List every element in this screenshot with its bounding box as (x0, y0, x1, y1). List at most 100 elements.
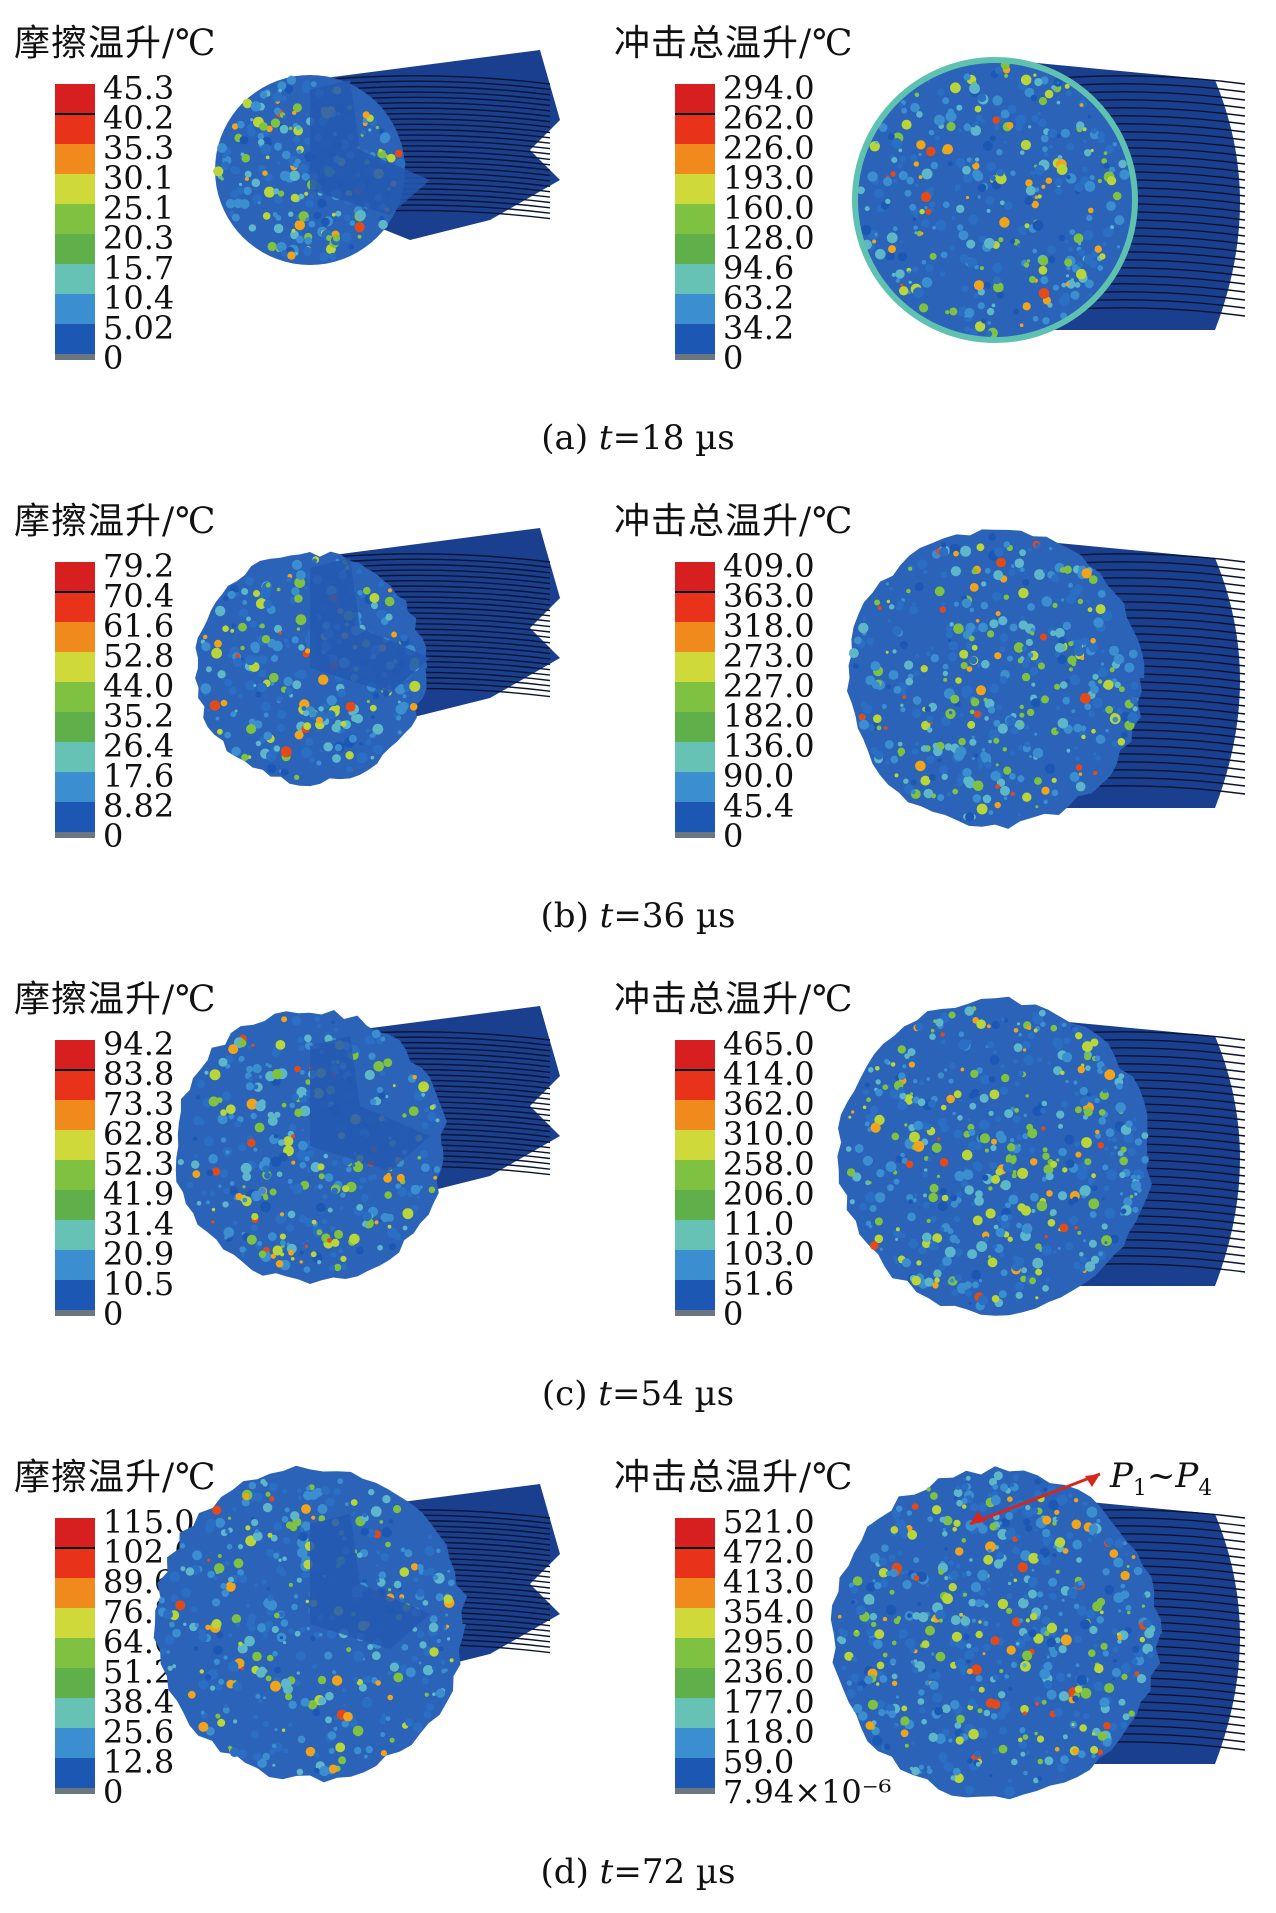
temperature-speckle (289, 1102, 295, 1109)
temperature-speckle (282, 115, 287, 119)
temperature-speckle (250, 101, 262, 112)
temperature-speckle (1059, 681, 1068, 689)
temperature-speckle (886, 599, 891, 604)
temperature-speckle (965, 1785, 974, 1795)
temperature-speckle (331, 212, 336, 217)
temperature-speckle (211, 1619, 222, 1629)
temperature-speckle (217, 670, 226, 679)
temperature-speckle (1039, 633, 1048, 641)
temperature-speckle (1007, 1778, 1012, 1783)
temperature-speckle (264, 1172, 271, 1179)
temperature-speckle (1000, 1219, 1011, 1230)
temperature-speckle (1111, 1667, 1121, 1678)
temperature-speckle (896, 1695, 900, 1699)
temperature-speckle (261, 635, 271, 644)
point-letter: P (1110, 1456, 1133, 1496)
temperature-speckle (265, 155, 270, 160)
temperature-speckle (852, 663, 859, 670)
colorbar-legend: 465.0 414.0 362.0 310.0 258.0 206.0 11.0 103.0 5… (675, 1028, 1035, 1352)
temperature-speckle (323, 1153, 329, 1159)
temperature-speckle (950, 566, 961, 577)
temperature-speckle (383, 1058, 393, 1067)
temperature-speckle (1021, 1223, 1033, 1234)
temperature-speckle (1042, 1152, 1050, 1160)
temperature-speckle (943, 677, 948, 682)
temperature-speckle (263, 599, 273, 609)
temperature-speckle (1088, 710, 1096, 718)
temperature-speckle (1006, 716, 1016, 726)
temperature-speckle (334, 1027, 338, 1032)
temperature-speckle (198, 1632, 208, 1643)
temperature-speckle (1119, 686, 1125, 693)
temperature-speckle (279, 1212, 285, 1217)
temperature-speckle (876, 725, 882, 731)
figure-row: 摩擦温升/℃ 94.2 83.8 73.3 62.8 52.3 41.9 31.4 20.9 10… (0, 956, 1276, 1434)
temperature-speckle (969, 738, 977, 746)
temperature-speckle (1131, 1658, 1138, 1665)
temperature-speckle (1115, 1102, 1126, 1113)
temperature-speckle (288, 1582, 293, 1587)
temperature-speckle (1011, 1173, 1017, 1179)
temperature-speckle (441, 1668, 447, 1674)
temperature-speckle (1020, 139, 1031, 151)
temperature-speckle (890, 1658, 897, 1665)
temperature-speckle (1088, 1523, 1099, 1534)
temperature-speckle (258, 1187, 267, 1195)
temperature-speckle (1073, 1603, 1080, 1610)
temperature-speckle (874, 1114, 885, 1126)
colorbar-swatch (675, 1130, 715, 1160)
temperature-speckle (924, 1123, 932, 1131)
temperature-speckle (251, 1730, 259, 1739)
temperature-speckle (273, 1612, 280, 1619)
temperature-speckle (356, 568, 363, 575)
colorbar-swatch (55, 622, 95, 652)
temperature-speckle (1074, 1091, 1079, 1097)
temperature-speckle (357, 590, 363, 596)
temperature-speckle (885, 1570, 892, 1577)
temperature-speckle (232, 657, 243, 668)
temperature-speckle (942, 1593, 953, 1605)
colorbar-swatch (675, 712, 715, 742)
temperature-speckle (853, 1703, 863, 1714)
temperature-speckle (1028, 1629, 1037, 1638)
temperature-speckle (1112, 1727, 1117, 1731)
temperature-speckle (891, 157, 898, 163)
temperature-speckle (1097, 178, 1102, 184)
temperature-speckle (228, 1044, 239, 1055)
temperature-speckle (862, 704, 873, 714)
caption-label: (c) (541, 1374, 599, 1414)
colorbar-tick-label: 45.3 (103, 69, 175, 107)
temperature-speckle (955, 157, 966, 168)
temperature-speckle (205, 1523, 214, 1533)
temperature-speckle (956, 1563, 961, 1569)
colorbar-swatch (675, 742, 715, 772)
colorbar-swatch (55, 1070, 95, 1100)
temperature-speckle (1007, 655, 1013, 662)
temperature-speckle (898, 1072, 906, 1080)
caption-time: =54 µs (611, 1374, 735, 1414)
temperature-speckle (378, 148, 383, 153)
temperature-speckle (946, 121, 956, 132)
colorbar-tick-label: 413.0 (723, 1563, 815, 1601)
temperature-speckle (858, 1711, 868, 1721)
temperature-speckle (958, 230, 969, 241)
temperature-speckle (994, 1115, 1002, 1123)
temperature-speckle (1000, 1064, 1005, 1069)
temperature-speckle (872, 1735, 883, 1746)
temperature-speckle (338, 1248, 344, 1254)
temperature-speckle (1022, 1711, 1027, 1716)
temperature-speckle (314, 1767, 320, 1774)
temperature-speckle (262, 170, 268, 176)
temperature-speckle (955, 746, 967, 758)
temperature-speckle (854, 636, 862, 645)
temperature-speckle (913, 669, 920, 677)
temperature-speckle (288, 1700, 297, 1709)
temperature-speckle (228, 1633, 233, 1638)
temperature-speckle (301, 747, 312, 758)
temperature-speckle (910, 779, 917, 786)
temperature-speckle (269, 1496, 275, 1502)
temperature-speckle (1083, 1239, 1086, 1243)
temperature-speckle (926, 146, 936, 157)
temperature-speckle (201, 684, 206, 689)
panel-title: 冲击总温升/℃ (614, 23, 854, 64)
